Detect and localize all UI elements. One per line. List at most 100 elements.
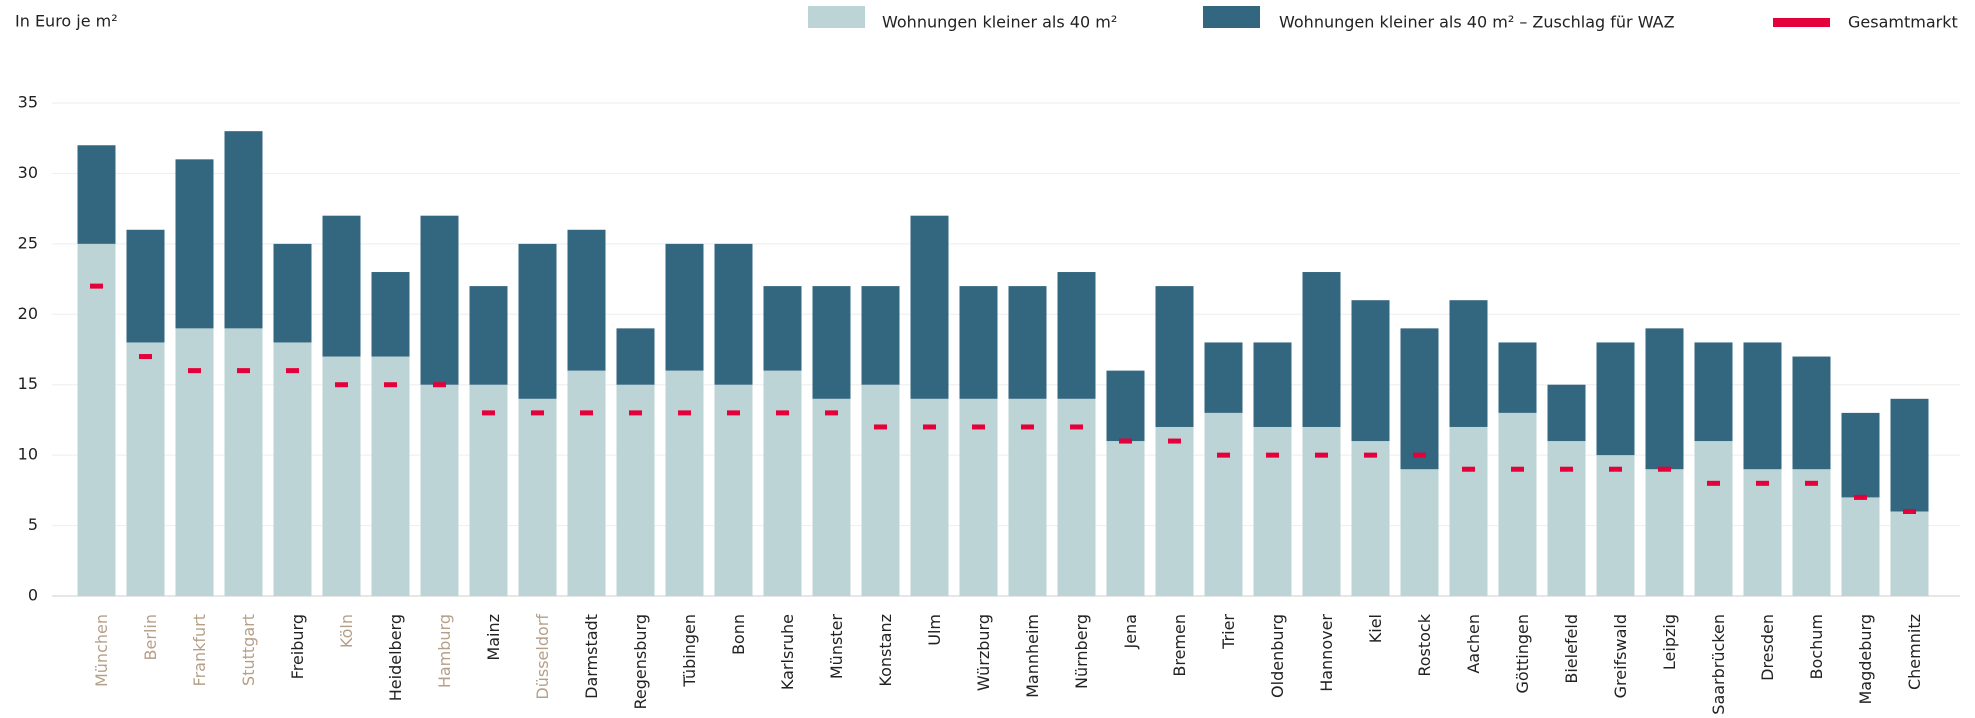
marker — [1070, 424, 1083, 430]
bar-segment — [1400, 328, 1439, 470]
bar-segment — [273, 243, 312, 343]
bar-segment — [175, 159, 214, 329]
x-tick-label: Bremen — [1170, 614, 1189, 677]
bar-segment — [1204, 412, 1243, 596]
marker — [286, 368, 299, 374]
x-tick-label: Dresden — [1758, 614, 1777, 681]
x-tick-label: Karlsruhe — [778, 614, 797, 690]
x-tick-label: Göttingen — [1513, 614, 1532, 693]
x-tick-label: Ulm — [925, 614, 944, 646]
bar-segment — [322, 356, 361, 596]
marker — [1707, 480, 1720, 486]
bar-segment — [1498, 342, 1537, 413]
marker — [1854, 494, 1867, 500]
bar-segment — [1057, 272, 1096, 399]
bar-segment — [371, 356, 410, 596]
marker — [1511, 466, 1524, 472]
bar-segment — [77, 243, 116, 596]
bar-segment — [861, 384, 900, 596]
bar-segment — [1253, 342, 1292, 427]
x-tick-label: Chemnitz — [1905, 614, 1924, 690]
bar-segment — [1694, 441, 1733, 596]
bar-segment — [1106, 370, 1145, 442]
bar-segment — [910, 215, 949, 399]
bar-segment — [518, 398, 557, 596]
bar-segment — [959, 398, 998, 596]
x-tick-label: Mannheim — [1023, 614, 1042, 698]
marker — [1658, 466, 1671, 472]
bar-segment — [1547, 441, 1586, 596]
bar-segment — [1155, 286, 1194, 427]
bar-segment — [763, 286, 802, 371]
marker — [727, 410, 740, 416]
legend-label: Gesamtmarkt — [1848, 13, 1958, 32]
marker — [923, 424, 936, 430]
bar-segment — [1645, 328, 1684, 470]
bar-segment — [910, 398, 949, 596]
bar-segment — [567, 370, 606, 596]
x-tick-label: Jena — [1121, 614, 1140, 650]
marker — [874, 424, 887, 430]
marker — [482, 410, 495, 416]
marker — [1021, 424, 1034, 430]
bar-segment — [1449, 426, 1488, 596]
bar-segment — [1057, 398, 1096, 596]
bar-segment — [126, 342, 165, 596]
marker — [678, 410, 691, 416]
x-tick-label: Oldenburg — [1268, 614, 1287, 698]
bar-segment — [812, 286, 851, 399]
x-tick-label: Konstanz — [876, 614, 895, 687]
marker — [433, 382, 446, 388]
bar-segment — [1498, 412, 1537, 596]
marker — [90, 283, 103, 289]
marker — [1266, 452, 1279, 458]
x-tick-label: Nürnberg — [1072, 614, 1091, 689]
marker — [1462, 466, 1475, 472]
bar-segment — [1743, 469, 1782, 596]
bar-segment — [1792, 356, 1831, 470]
y-tick-label: 0 — [28, 586, 38, 605]
bar-segment — [1351, 441, 1390, 596]
y-tick-label: 35 — [18, 93, 38, 112]
bar-segment — [469, 286, 508, 385]
marker — [1413, 452, 1426, 458]
marker — [1560, 466, 1573, 472]
y-tick-label: 15 — [18, 374, 38, 393]
marker — [1903, 508, 1916, 514]
legend-swatch — [1203, 6, 1260, 28]
x-tick-label: Frankfurt — [190, 614, 209, 686]
x-tick-label: Hannover — [1317, 614, 1336, 692]
legend-label: Wohnungen kleiner als 40 m² – Zuschlag f… — [1279, 13, 1675, 32]
y-tick-label: 5 — [28, 515, 38, 534]
legend-swatch — [1773, 18, 1830, 27]
marker — [139, 354, 152, 360]
bar-segment — [1204, 342, 1243, 413]
bar-segment — [616, 328, 655, 385]
marker — [776, 410, 789, 416]
marker — [335, 382, 348, 388]
bar-segment — [665, 243, 704, 371]
marker — [1168, 438, 1181, 444]
bar-segment — [714, 243, 753, 385]
bar-segment — [224, 131, 263, 329]
x-tick-label: München — [92, 614, 111, 687]
bar-segment — [959, 286, 998, 399]
bar-segment — [322, 215, 361, 357]
x-tick-label: Münster — [827, 614, 846, 680]
x-tick-label: Greifswald — [1611, 614, 1630, 698]
bar-segment — [861, 286, 900, 385]
x-tick-label: Berlin — [141, 614, 160, 660]
bar-segment — [714, 384, 753, 596]
x-tick-label: Trier — [1219, 614, 1238, 650]
bar-segment — [1106, 441, 1145, 596]
x-tick-label: Stuttgart — [239, 614, 258, 686]
bar-segment — [763, 370, 802, 596]
bar-segment — [1743, 342, 1782, 470]
bar-segment — [665, 370, 704, 596]
marker — [825, 410, 838, 416]
bar-segment — [1302, 426, 1341, 596]
bar-segment — [469, 384, 508, 596]
x-tick-label: Leipzig — [1660, 614, 1679, 670]
y-axis-label: In Euro je m² — [15, 12, 118, 31]
